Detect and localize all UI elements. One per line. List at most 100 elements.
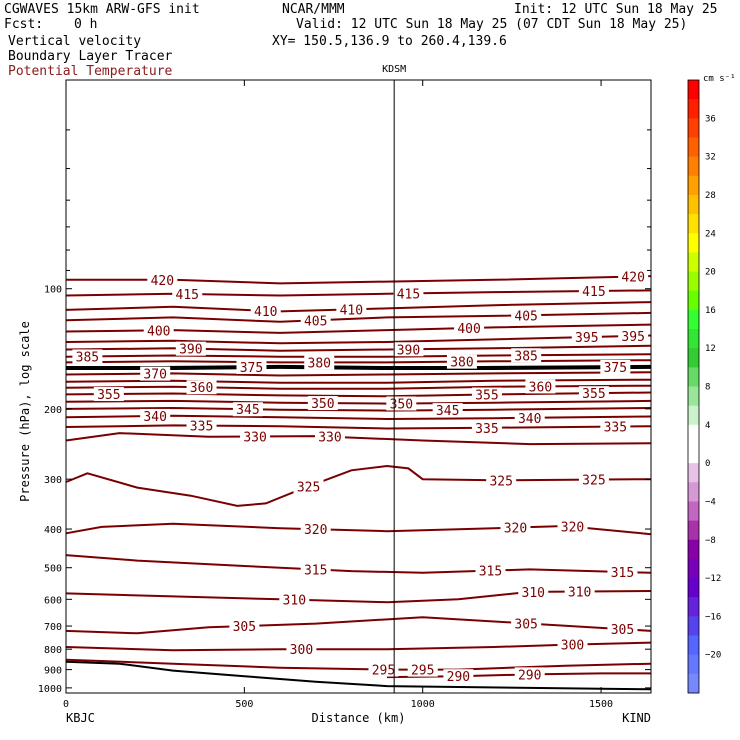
isentrope-label-bg [578,284,609,299]
isentrope-label-bg [578,472,609,487]
isentrope-label-390: 390 [397,343,420,358]
isentrope-label-bg [475,563,506,578]
isentrope-label-335: 335 [190,420,213,435]
isentrope-label-bg [314,429,345,444]
fcst-label: Fcst: [4,17,44,32]
colorbar-swatch [688,405,699,426]
y-tick-label-300: 300 [44,475,62,486]
isentrope-label-310: 310 [283,594,306,609]
isentrope-label-bg [407,662,438,677]
isentrope-label-345: 345 [236,403,259,418]
colorbar-swatch [688,271,699,292]
valid-time: Valid: 12 UTC Sun 18 May 25 (07 CDT Sun … [296,17,688,32]
isentrope-label-395: 395 [575,331,598,346]
isentrope-label-295: 295 [372,664,395,679]
colorbar-label-11: −8 [705,536,716,546]
colorbar-swatch [688,367,699,387]
isentrope-label-bg [607,565,638,580]
isentrope-320 [65,522,652,536]
isentrope-label-405: 405 [514,309,537,324]
colorbar-label-8: 4 [705,421,710,431]
colorbar-swatch [688,290,699,311]
isentrope-label-bg [140,366,171,381]
isentrope-label-320: 320 [561,521,584,536]
isentrope-label-bg [511,616,542,631]
x-tick-label-1000: 1000 [411,699,435,710]
isentrope-label-bg [600,419,631,434]
isentrope-label-325: 325 [582,474,605,489]
field-boundary-layer-tracer: Boundary Layer Tracer [8,49,173,64]
isentrope-label-300: 300 [561,639,584,654]
isentrope-label-415: 415 [176,288,199,303]
isentrope-label-bg [336,302,367,317]
colorbar-swatch [688,252,699,273]
isentrope-label-bg [236,359,267,374]
colorbar-swatch [688,156,699,177]
y-tick-label-700: 700 [44,622,62,633]
isentrope-label-360: 360 [529,380,552,395]
colorbar-swatch [688,482,699,502]
isentrope-label-410: 410 [254,305,277,320]
isentrope-label-bg [511,308,542,323]
isentrope-label-bg [557,519,588,534]
isentrope-label-bg [143,323,174,338]
isentrope-label-315: 315 [611,566,634,581]
isentrope-label-350: 350 [311,397,334,412]
colorbar-label-7: 8 [705,383,710,393]
isentrope-label-bg [486,473,517,488]
colorbar-swatch [688,80,699,100]
y-tick-label-400: 400 [44,525,62,536]
isentrope-label-315: 315 [479,565,502,580]
isentrope-label-375: 375 [240,361,263,376]
isentrope-label-bg [514,410,545,425]
isentrope-label-400: 400 [147,324,170,339]
center-label: NCAR/MMM [282,2,345,17]
isentrope-label-335: 335 [475,422,498,437]
isentrope-label-bg [368,662,399,677]
colorbar-swatch [688,501,699,522]
colorbar-label-2: 28 [705,191,716,201]
colorbar-label-4: 20 [705,268,716,278]
isentrope-label-bg [454,321,485,336]
y-tick-label-900: 900 [44,666,62,677]
colorbar-label-6: 12 [705,344,716,354]
isentrope-label-305: 305 [233,620,256,635]
isentrope-label-415: 415 [582,285,605,300]
colorbar-label-9: 0 [705,459,710,469]
isentrope-label-bg [307,396,338,411]
isentrope-label-bg [432,403,463,418]
isentrope-335 [65,424,652,430]
colorbar-swatch [688,673,699,694]
isentrope-label-bg [240,429,271,444]
y-tick-label-100: 100 [44,285,62,296]
colorbar: 36 32 28 24 20 16 12 8 4 0 −4 −8 −12 −16 −20 [687,79,721,694]
isentrope-label-bg [300,562,331,577]
isentrope-label-bg [93,387,124,402]
isentrope-label-bg [471,387,502,402]
field-potential-temperature: Potential Temperature [8,64,173,79]
isentrope-410 [65,301,652,313]
isentrope-label-bg [175,341,206,356]
colorbar-swatch [688,578,699,598]
isentrope-345 [65,406,652,412]
isentrope-label-bg [600,359,631,374]
y-tick-label-500: 500 [44,564,62,575]
isentrope-label-bg [186,380,217,395]
fcst-value: 0 h [74,17,98,32]
isentrope-365 [65,378,652,384]
colorbar-swatch [688,558,699,579]
colorbar-swatch [688,118,699,138]
isentrope-label-400: 400 [457,322,480,337]
isentrope-label-370: 370 [143,368,166,383]
isentrope-415 [65,289,652,297]
plot-frame [65,79,652,694]
isentrope-label-310: 310 [568,586,591,601]
isentrope-label-bg [293,479,324,494]
colorbar-swatch [688,539,699,560]
y-tick-label-200: 200 [44,405,62,416]
isentrope-label-bg [618,328,649,343]
isentrope-label-bg [564,584,595,599]
isentrope-label-bg [286,642,317,657]
isentrope-label-405: 405 [304,314,327,329]
isentrope-label-bg [578,386,609,401]
